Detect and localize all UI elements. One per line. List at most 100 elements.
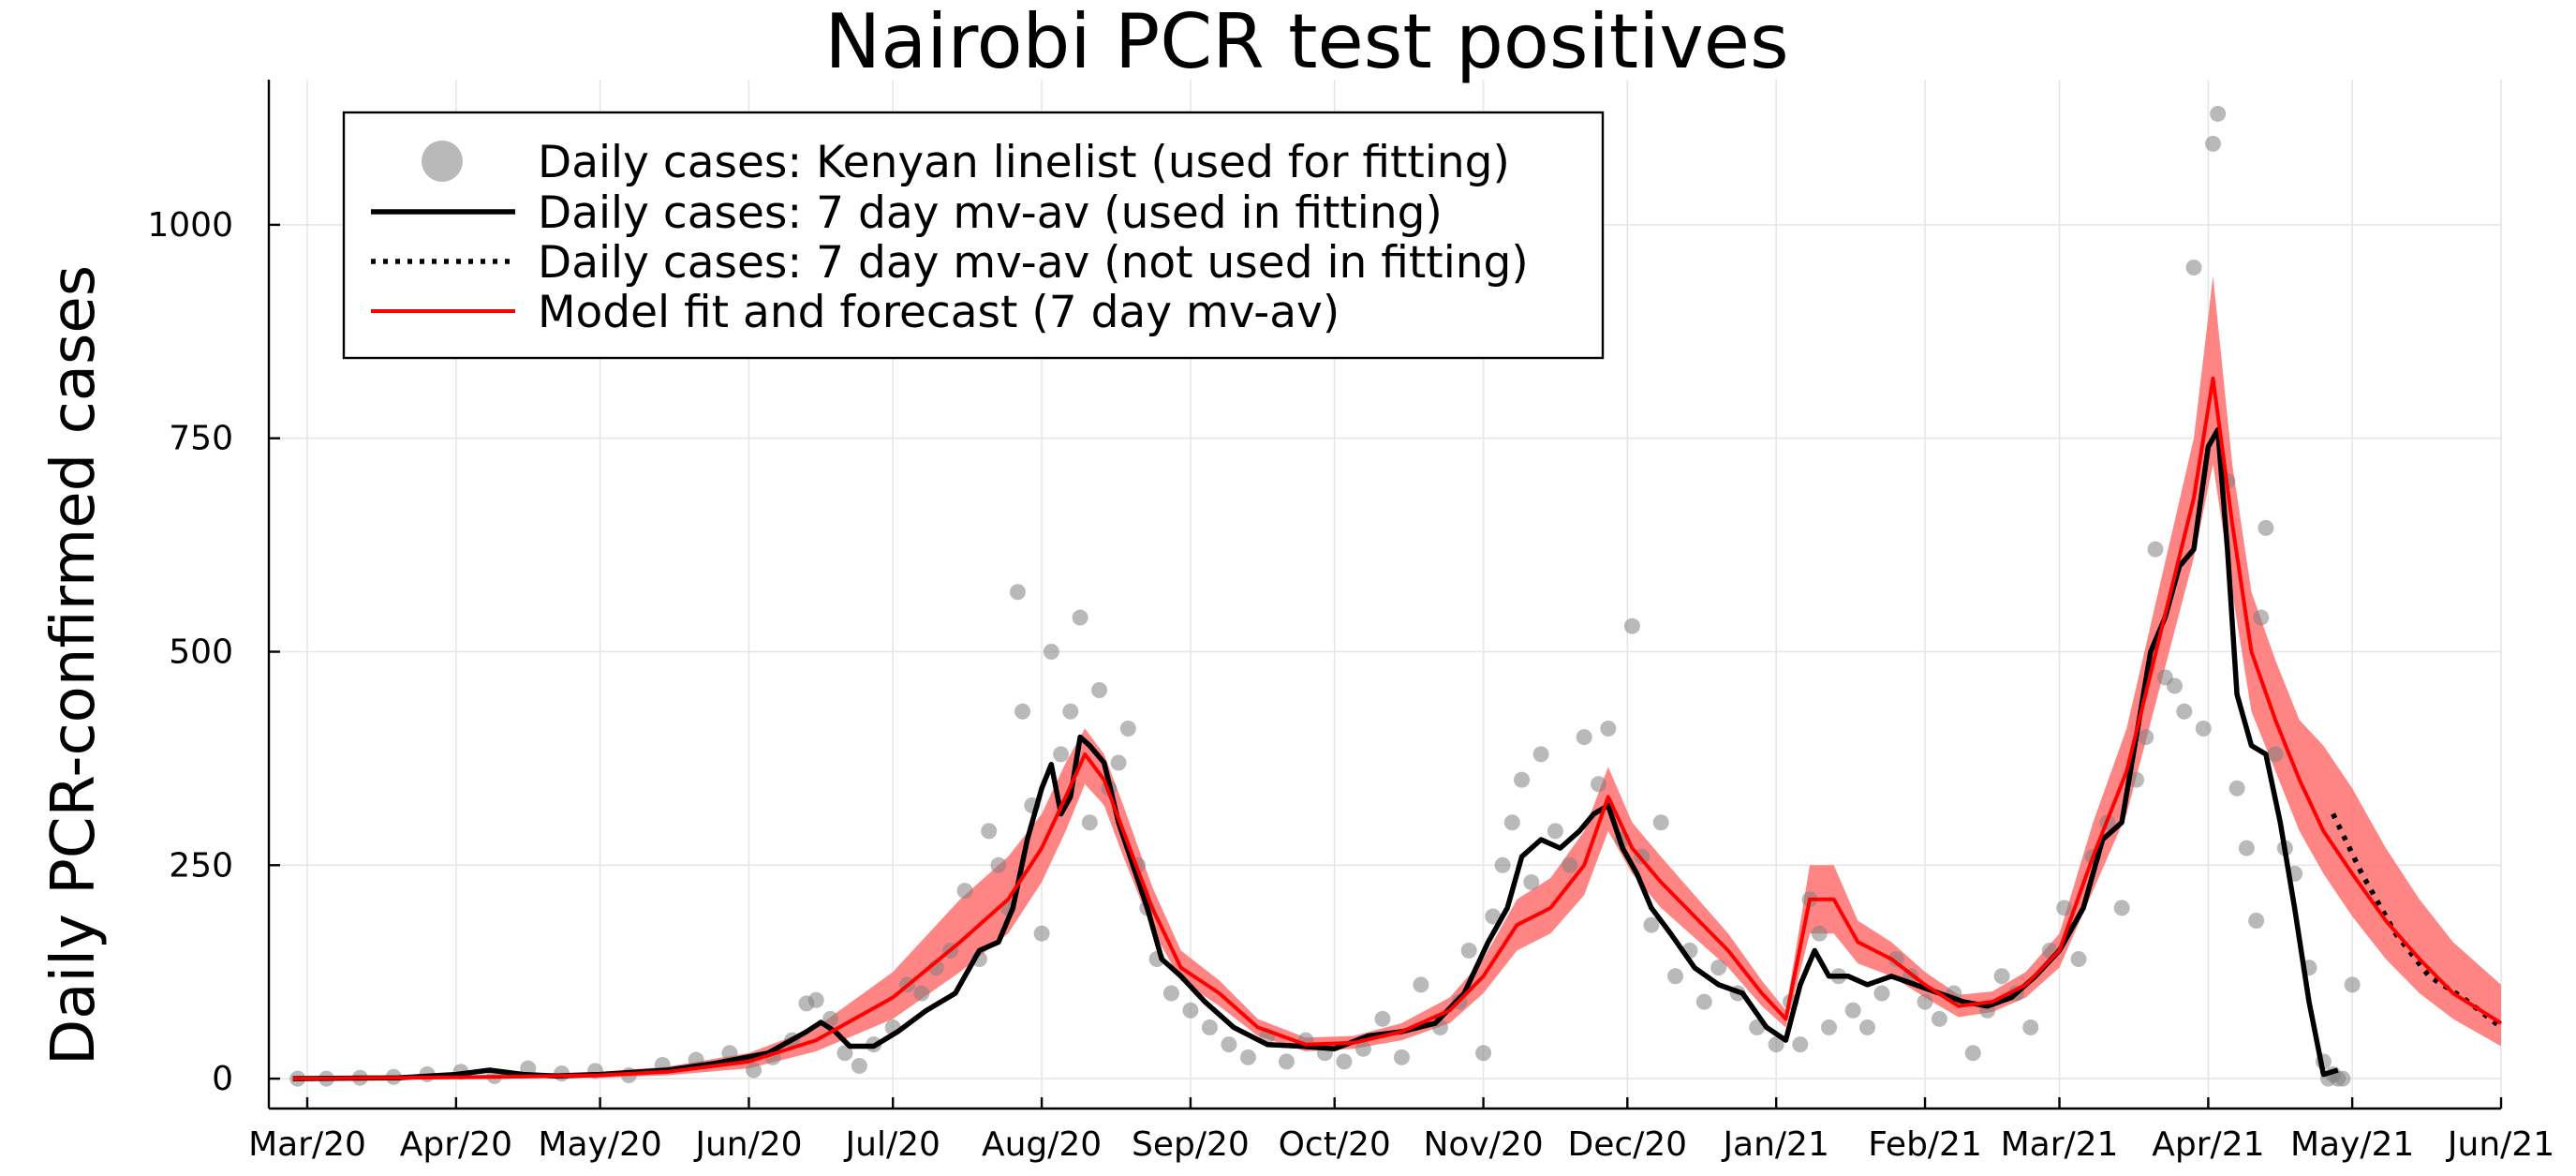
data-point — [1278, 1053, 1295, 1070]
data-point — [2138, 729, 2154, 746]
data-point — [1591, 776, 1607, 793]
y-tick-label: 0 — [212, 1060, 233, 1098]
line-series — [292, 376, 2503, 1081]
data-point — [1393, 1049, 1410, 1065]
data-point — [1014, 703, 1031, 720]
x-tick-label: Mar/20 — [248, 1125, 366, 1164]
data-point — [1695, 993, 1712, 1010]
data-point — [1931, 1010, 1947, 1027]
x-tick-label: Jul/20 — [844, 1125, 940, 1164]
data-point — [2253, 609, 2270, 626]
data-point — [2267, 746, 2284, 763]
data-point — [1062, 703, 1079, 720]
x-tick-label: Dec/20 — [1567, 1125, 1687, 1164]
data-point — [1576, 729, 1592, 746]
data-point — [1081, 814, 1098, 831]
data-point — [2022, 1019, 2039, 1035]
data-point — [1221, 1036, 1237, 1053]
data-point — [2344, 976, 2361, 993]
x-tick-label: Apr/21 — [2152, 1125, 2264, 1164]
data-point — [1355, 1040, 1371, 1057]
data-point — [2238, 840, 2255, 856]
data-point — [1562, 856, 1578, 873]
data-point — [1993, 968, 2010, 985]
data-point — [822, 1010, 839, 1027]
y-axis-label: Daily PCR-confirmed cases — [39, 265, 109, 1065]
data-point — [1201, 1019, 1218, 1035]
data-point — [1859, 1019, 1876, 1035]
x-tick-label: Aug/20 — [982, 1125, 1102, 1164]
y-tick-label: 1000 — [147, 206, 233, 245]
x-tick-label: Oct/20 — [1279, 1125, 1391, 1164]
data-point — [990, 856, 1007, 873]
data-point — [2195, 721, 2212, 737]
data-point — [1033, 925, 1050, 942]
data-point — [1239, 1049, 1256, 1065]
axes: Mar/20 Apr/20 May/20 Jun/20 Jul/20 Aug/20 Sep/… — [147, 80, 2554, 1164]
data-point — [1964, 1045, 1981, 1062]
data-point — [1652, 814, 1669, 831]
data-point — [1009, 584, 1026, 601]
data-point — [1072, 609, 1088, 626]
data-point — [1460, 942, 1477, 959]
data-point — [1600, 721, 1617, 737]
data-point — [1485, 908, 1502, 925]
data-point — [2258, 519, 2274, 536]
data-point — [1374, 1010, 1391, 1027]
legend-label: Daily cases: 7 day mv-av (used in fittin… — [538, 187, 1443, 239]
data-point — [1547, 823, 1563, 840]
data-point — [1494, 856, 1511, 873]
data-point — [1043, 644, 1059, 661]
data-point — [1768, 1036, 1784, 1053]
data-point — [2176, 703, 2193, 720]
data-point — [956, 883, 973, 900]
x-tick-label: Jan/21 — [1721, 1125, 1828, 1164]
data-point — [1643, 916, 1660, 933]
data-point — [1888, 951, 1904, 968]
x-tick-label: Jun/21 — [2446, 1125, 2554, 1164]
data-point — [721, 1045, 738, 1062]
data-point — [1873, 985, 1890, 1002]
data-point — [2205, 135, 2222, 152]
data-point — [1623, 618, 1640, 634]
data-point — [1710, 960, 1727, 976]
data-point — [1532, 746, 1549, 763]
data-point — [1091, 682, 1108, 699]
data-point — [851, 1057, 867, 1074]
data-point — [807, 991, 824, 1008]
data-point — [1917, 993, 1933, 1010]
legend-box — [342, 111, 1605, 360]
data-point — [2147, 541, 2164, 558]
data-point — [2334, 1070, 2351, 1087]
data-point — [1053, 746, 1070, 763]
data-point — [1514, 771, 1531, 788]
x-tick-label: Sep/20 — [1132, 1125, 1250, 1164]
x-tick-label: Jun/20 — [693, 1125, 802, 1164]
data-point — [1475, 1045, 1492, 1062]
x-tick-label: Apr/20 — [400, 1125, 512, 1164]
data-point — [2070, 951, 2087, 968]
y-tick-label: 250 — [169, 846, 233, 885]
data-point — [1811, 925, 1828, 942]
data-point — [2210, 105, 2227, 122]
data-point — [1162, 985, 1179, 1002]
data-point — [746, 1062, 762, 1079]
data-point — [2248, 913, 2265, 930]
data-point — [2228, 780, 2245, 796]
y-tick-label: 500 — [169, 633, 233, 672]
data-point — [2113, 900, 2130, 916]
x-tick-label: Feb/21 — [1868, 1125, 1982, 1164]
data-point — [2167, 677, 2184, 694]
legend-label: Model fit and forecast (7 day mv-av) — [538, 287, 1340, 338]
chart-title: Nairobi PCR test positives — [824, 0, 1788, 85]
data-point — [2056, 900, 2073, 916]
data-point — [1503, 814, 1520, 831]
data-point — [1523, 874, 1540, 891]
data-point — [913, 985, 930, 1002]
data-point — [981, 823, 998, 840]
data-point — [1119, 721, 1136, 737]
legend-label: Daily cases: 7 day mv-av (not used in fi… — [538, 237, 1529, 289]
x-tick-label: Nov/20 — [1423, 1125, 1543, 1164]
data-point — [2185, 259, 2202, 275]
